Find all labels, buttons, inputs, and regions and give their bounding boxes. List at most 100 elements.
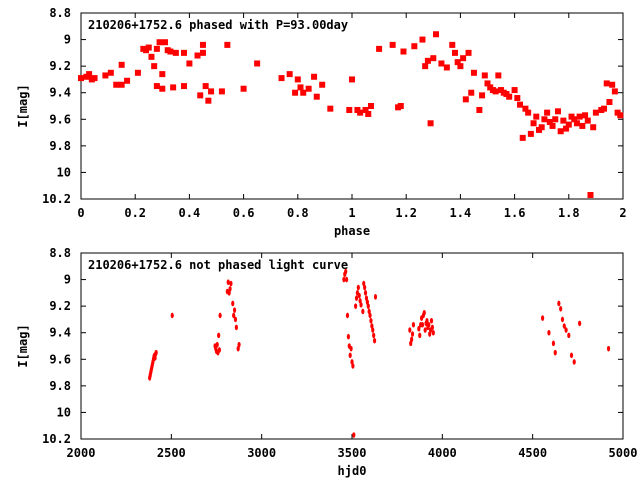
unphased-panel: 210206+1752.6 not phased light curve hjd…: [16, 246, 637, 478]
phased-data-point: [292, 89, 299, 96]
phased-data-point: [224, 41, 231, 48]
phased-data-point: [172, 49, 179, 56]
phased-data-point: [517, 101, 524, 108]
phased-x-tick-label: 0.8: [287, 206, 309, 220]
unphased-x-tick-label: 4500: [518, 446, 547, 460]
phased-data-point: [254, 60, 261, 67]
unphased-y-tick-label: 9: [64, 273, 71, 287]
phased-data-point: [346, 106, 353, 113]
phased-data-point: [430, 55, 437, 62]
phased-data-point: [311, 73, 318, 80]
unphased-title: 210206+1752.6 not phased light curve: [88, 258, 348, 272]
unphased-data-point: [228, 286, 232, 292]
phased-data-point: [592, 109, 599, 116]
unphased-data-point: [410, 336, 414, 343]
phased-data-point: [495, 72, 502, 79]
phased-data-point: [541, 116, 548, 123]
unphased-data-point: [215, 341, 219, 348]
unphased-data-point: [567, 332, 571, 339]
phased-y-tick-label: 9.4: [49, 86, 71, 100]
phased-y-tick-label: 10: [57, 165, 71, 179]
phased-data-point: [549, 122, 556, 129]
phased-ticks: 0 0.2 0.4 0.6 0.8 1 1.2 1.4 1.6 1.8 2 8.8 9 9.2 9.4 9.6…: [42, 6, 627, 220]
phased-data-point: [454, 59, 461, 66]
unphased-data-point: [232, 307, 237, 313]
phased-data-point: [145, 44, 152, 51]
unphased-data-point: [410, 331, 415, 337]
phased-data-point: [118, 61, 125, 68]
phased-data-point: [357, 109, 364, 116]
phased-data-point: [476, 106, 483, 113]
phased-data-point: [180, 83, 187, 90]
phased-data-point: [159, 71, 166, 78]
phased-data-point: [527, 130, 534, 137]
phased-data-point: [411, 43, 418, 50]
phased-data-point: [102, 72, 109, 79]
unphased-data-point: [562, 323, 566, 329]
phased-data-point: [611, 88, 618, 95]
phased-data-point: [159, 85, 166, 92]
phased-data-point: [167, 48, 174, 55]
phased-data-point: [294, 76, 301, 83]
phased-data-point: [186, 60, 193, 67]
unphased-data-point: [366, 303, 370, 309]
unphased-data-point: [363, 290, 368, 296]
phased-data-point: [240, 85, 247, 92]
phased-data-point: [465, 49, 472, 56]
phased-data-point: [305, 85, 312, 92]
phased-data-point: [506, 93, 513, 100]
unphased-data-point: [369, 317, 373, 324]
phased-data-point: [525, 109, 532, 116]
phased-data-point: [286, 71, 293, 78]
phased-data-point: [349, 76, 355, 83]
unphased-x-tick-label: 2500: [157, 446, 186, 460]
phased-data-point: [153, 45, 160, 52]
unphased-data-point: [226, 279, 230, 286]
phased-data-point: [514, 95, 521, 102]
phased-data-point: [156, 39, 163, 46]
phased-data-point: [451, 49, 458, 56]
phased-data-point: [481, 72, 488, 79]
unphased-data-point: [408, 327, 412, 333]
unphased-data-point: [606, 345, 611, 352]
phased-data-point: [519, 134, 526, 141]
phased-y-tick-label: 8.8: [49, 6, 71, 20]
unphased-data-point: [429, 317, 434, 324]
phased-x-tick-label: 1.4: [450, 206, 472, 220]
unphased-y-tick-label: 10.2: [42, 432, 71, 446]
unphased-y-tick-label: 10: [57, 405, 71, 419]
phased-data-point: [151, 63, 158, 70]
phased-data-point: [162, 39, 169, 46]
phased-data-point: [218, 88, 225, 95]
unphased-data-point: [372, 332, 376, 339]
phased-x-tick-label: 1: [348, 206, 355, 220]
phased-data-point: [362, 106, 369, 113]
unphased-y-tick-label: 9.4: [49, 326, 71, 340]
phased-data-point: [546, 118, 553, 125]
phased-x-tick-label: 1.6: [504, 206, 526, 220]
phased-y-tick-label: 9: [64, 33, 71, 47]
unphased-points: [148, 268, 611, 438]
unphased-data-point: [425, 317, 429, 324]
unphased-x-tick-label: 3000: [247, 446, 276, 460]
phased-x-tick-label: 1.2: [395, 206, 417, 220]
unphased-data-point: [344, 268, 348, 275]
unphased-data-point: [569, 352, 574, 359]
unphased-data-point: [342, 276, 346, 283]
unphased-data-point: [423, 327, 427, 333]
unphased-data-point: [352, 432, 356, 438]
phased-data-point: [422, 63, 429, 70]
phased-data-point: [202, 83, 209, 90]
phased-data-point: [424, 57, 431, 64]
phased-data-point: [180, 49, 187, 56]
phased-data-point: [197, 92, 204, 99]
phased-x-tick-label: 0.2: [124, 206, 146, 220]
unphased-data-point: [154, 349, 158, 356]
unphased-data-point: [345, 312, 350, 319]
unphased-data-point: [233, 316, 238, 323]
phased-x-axis-label: phase: [334, 224, 370, 238]
phased-points: [78, 31, 624, 199]
unphased-x-tick-label: 2000: [67, 446, 96, 460]
phased-data-point: [565, 121, 572, 128]
